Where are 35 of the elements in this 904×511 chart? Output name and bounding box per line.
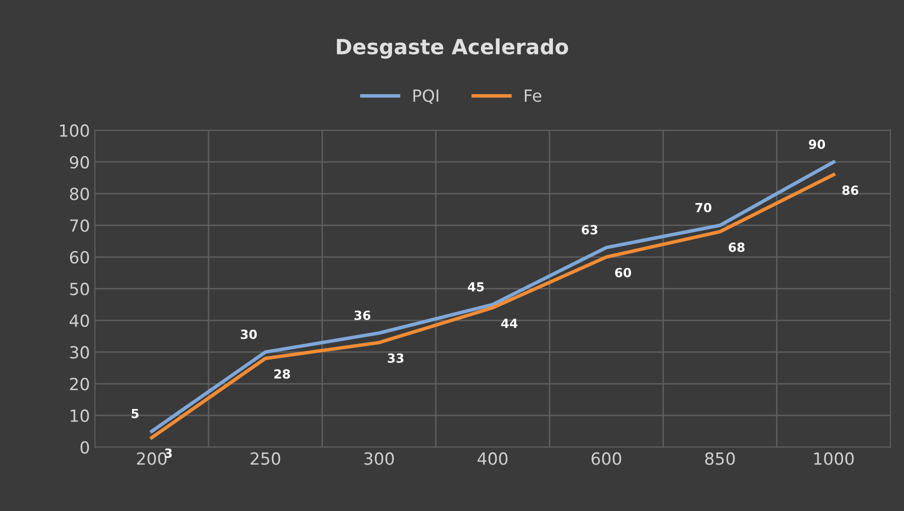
y-tick-label: 90 — [70, 156, 89, 169]
y-tick-label: 40 — [70, 314, 89, 327]
x-tick-label: 250 — [250, 452, 280, 465]
y-tick-label: 60 — [70, 250, 89, 264]
y-tick-label: 20 — [70, 378, 89, 390]
data-label: 5 — [132, 408, 139, 418]
y-tick-label: 80 — [70, 188, 89, 200]
data-label: 28 — [274, 369, 290, 379]
data-label: 63 — [582, 225, 598, 234]
x-tick-label: 400 — [478, 452, 508, 465]
x-tick-label: 300 — [364, 452, 394, 465]
data-label: 86 — [842, 186, 858, 195]
y-tick-label: 0 — [80, 441, 89, 454]
y-tick-label: 30 — [70, 346, 89, 359]
y-tick-label: 100 — [60, 124, 89, 137]
data-label: 44 — [501, 318, 518, 328]
x-tick-label: 200 — [137, 452, 167, 465]
data-label: 30 — [240, 330, 257, 340]
y-tick-label: 50 — [70, 282, 89, 296]
data-label: 36 — [354, 310, 370, 320]
data-label: 45 — [468, 282, 484, 292]
y-tick-label: 70 — [70, 219, 89, 232]
legend-label: PQI — [413, 89, 438, 104]
data-label: 3 — [164, 448, 172, 458]
x-tick-label: 1000 — [814, 452, 854, 465]
data-label: 70 — [695, 202, 712, 212]
data-label: 68 — [728, 242, 745, 252]
x-tick-label: 600 — [592, 452, 622, 465]
chart-title: Desgaste Acelerado — [336, 38, 568, 59]
data-label: 60 — [615, 268, 632, 278]
y-tick-label: 10 — [70, 409, 89, 422]
x-tick-label: 850 — [705, 452, 735, 465]
data-label: 90 — [808, 139, 826, 149]
data-label: 33 — [388, 353, 404, 363]
legend-label: Fe — [524, 90, 542, 102]
